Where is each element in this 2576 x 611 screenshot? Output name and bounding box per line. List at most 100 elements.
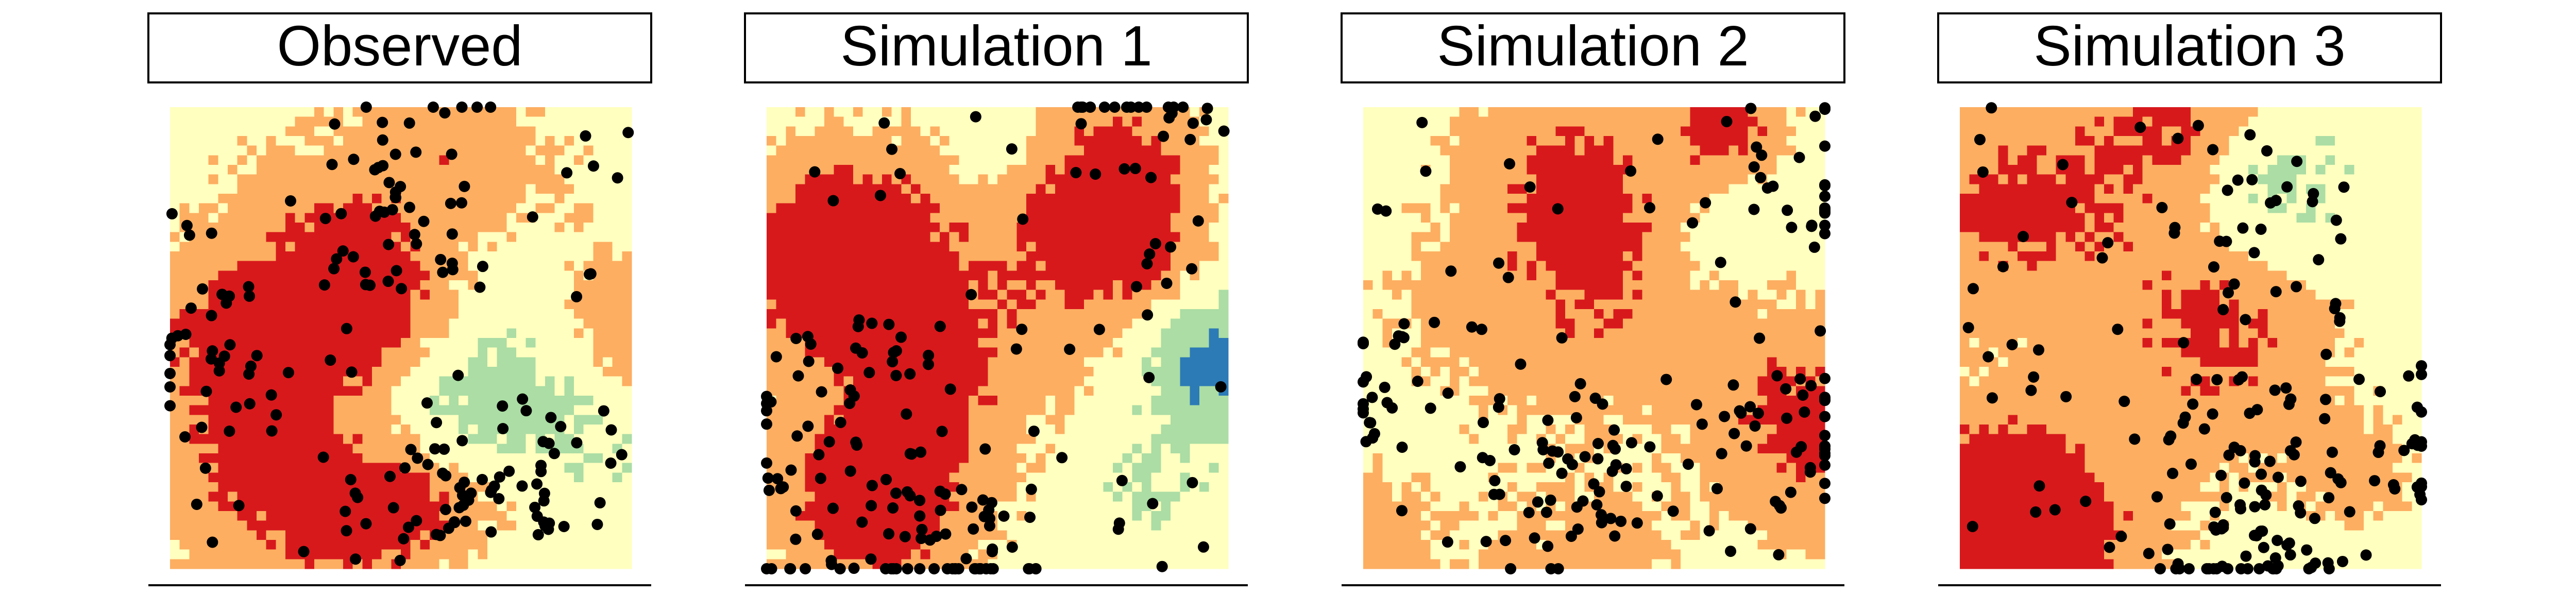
map-cell (815, 261, 824, 271)
point (956, 484, 967, 495)
point (538, 516, 549, 528)
map-cell (276, 463, 285, 473)
point (1161, 278, 1173, 289)
map-cell (911, 405, 921, 415)
map-cell (459, 146, 468, 156)
map-cell (189, 415, 199, 425)
map-cell (815, 377, 824, 386)
map-cell (478, 521, 487, 531)
map-cell (478, 213, 487, 223)
map-cell (593, 223, 603, 232)
point (605, 457, 617, 469)
map-cell (824, 213, 834, 223)
map-cell (1016, 530, 1026, 540)
map-cell (1036, 328, 1046, 338)
map-cell (1113, 184, 1123, 194)
map-cell (911, 348, 921, 358)
map-cell (613, 540, 622, 550)
map-cell (786, 175, 795, 184)
map-cell (228, 482, 238, 492)
map-cell (950, 290, 959, 300)
map-cell (1026, 501, 1036, 511)
map-cell (1094, 136, 1104, 146)
map-cell (584, 434, 594, 444)
map-cell (988, 319, 997, 329)
map-cell (950, 117, 959, 127)
map-cell (487, 117, 497, 127)
map-cell (1209, 232, 1219, 242)
map-cell (314, 328, 324, 338)
map-cell (1016, 261, 1026, 271)
map-cell (921, 319, 930, 329)
map-cell (411, 386, 420, 396)
map-cell (767, 223, 776, 232)
map-cell (1074, 136, 1084, 146)
map-cell (795, 280, 805, 290)
map-cell (863, 203, 873, 213)
map-cell (1094, 463, 1104, 473)
map-cell (1045, 511, 1055, 521)
point (224, 426, 235, 437)
map-cell (1161, 521, 1171, 531)
map-cell (535, 165, 545, 175)
map-cell (1103, 136, 1113, 146)
map-cell (767, 232, 776, 242)
map-cell (372, 396, 382, 405)
map-cell (1074, 396, 1084, 405)
map-cell (420, 136, 430, 146)
map-cell (430, 367, 439, 377)
map-cell (1209, 155, 1219, 165)
map-cell (1199, 338, 1209, 348)
map-cell (1094, 482, 1104, 492)
map-cell (535, 223, 545, 232)
map-cell (1026, 117, 1036, 127)
map-cell (209, 117, 218, 127)
point (1145, 172, 1157, 183)
map-cell (362, 501, 372, 511)
map-cell (266, 444, 276, 453)
map-cell (1007, 117, 1017, 127)
map-cell (1209, 136, 1219, 146)
map-cell (420, 194, 430, 203)
map-cell (276, 492, 285, 502)
map-cell (950, 155, 959, 165)
map-cell (1123, 501, 1132, 511)
map-cell (901, 434, 911, 444)
map-cell (959, 165, 969, 175)
point (440, 470, 451, 481)
map-cell (189, 319, 199, 329)
map-cell (506, 338, 516, 348)
map-cell (1065, 290, 1075, 300)
point (790, 333, 802, 344)
map-cell (1084, 184, 1094, 194)
map-cell (988, 299, 997, 309)
map-cell (189, 155, 199, 165)
map-cell (497, 521, 507, 531)
map-cell (1026, 290, 1036, 300)
map-cell (824, 251, 834, 261)
map-cell (786, 242, 795, 251)
map-cell (1151, 328, 1161, 338)
map-cell (276, 357, 285, 367)
map-cell (218, 146, 228, 156)
point (404, 202, 415, 213)
map-cell (1045, 194, 1055, 203)
map-cell (805, 463, 815, 473)
map-cell (295, 482, 305, 492)
map-cell (459, 453, 468, 463)
map-cell (238, 482, 247, 492)
raster-map (767, 107, 1229, 569)
map-cell (1161, 453, 1171, 463)
map-cell (805, 223, 815, 232)
map-cell (1142, 213, 1151, 223)
map-cell (1142, 521, 1151, 531)
map-cell (555, 270, 565, 280)
map-cell (189, 348, 199, 358)
map-cell (815, 328, 824, 338)
map-cell (1103, 242, 1113, 251)
panel-title: Observed (277, 14, 523, 78)
map-cell (180, 530, 190, 540)
map-cell (228, 194, 238, 203)
map-cell (1190, 492, 1199, 502)
map-cell (1084, 521, 1094, 531)
